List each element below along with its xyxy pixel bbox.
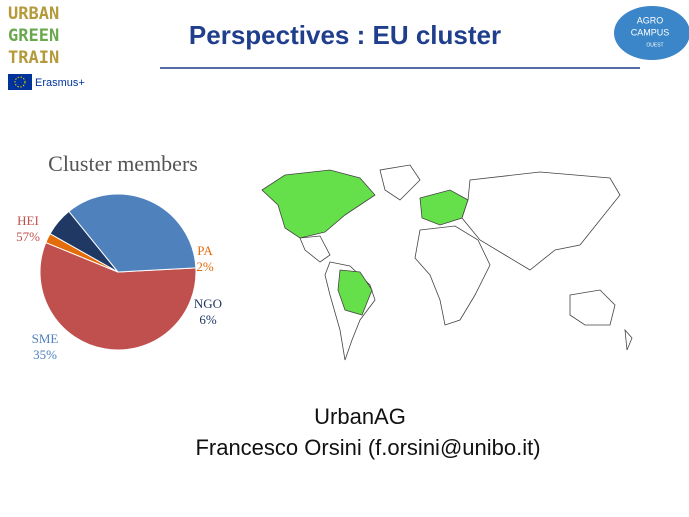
eu-stars xyxy=(14,76,26,88)
central-america xyxy=(299,235,331,263)
greenland xyxy=(379,164,421,201)
new-zealand xyxy=(624,328,633,351)
logo-text: OUEST xyxy=(646,42,663,48)
asia xyxy=(461,171,621,271)
brazil xyxy=(337,269,373,316)
logo-text: TRAIN xyxy=(8,48,59,68)
logo-text: GREEN xyxy=(8,26,59,46)
logo-text: AGRO xyxy=(637,15,664,25)
slice-value-label: 35% xyxy=(33,347,57,362)
africa xyxy=(414,225,491,326)
pie-slice xyxy=(39,241,197,351)
pie-slice xyxy=(68,193,197,273)
contact: Francesco Orsini (f.orsini@unibo.it) xyxy=(195,435,540,460)
slice-label: NGO xyxy=(194,296,222,311)
logo-text: URBAN xyxy=(8,4,59,24)
eu-flag xyxy=(8,74,32,90)
logo-text: CAMPUS xyxy=(631,27,670,37)
north-america xyxy=(261,169,376,239)
slice-value-label: 6% xyxy=(199,312,217,327)
slice-value-label: 57% xyxy=(16,229,40,244)
slice-label: HEI xyxy=(17,213,39,228)
slice-label: PA xyxy=(197,243,213,258)
group-name: UrbanAG xyxy=(314,404,406,429)
slice-label: SME xyxy=(32,331,59,346)
chart-title: Cluster members xyxy=(48,151,198,176)
europe xyxy=(419,189,469,226)
slice-value-label: 2% xyxy=(196,259,214,274)
program-name: Erasmus+ xyxy=(35,77,85,89)
australia xyxy=(569,289,616,326)
world-map xyxy=(261,164,633,361)
agro-logo xyxy=(614,6,689,60)
slide-title: Perspectives : EU cluster xyxy=(189,20,501,50)
